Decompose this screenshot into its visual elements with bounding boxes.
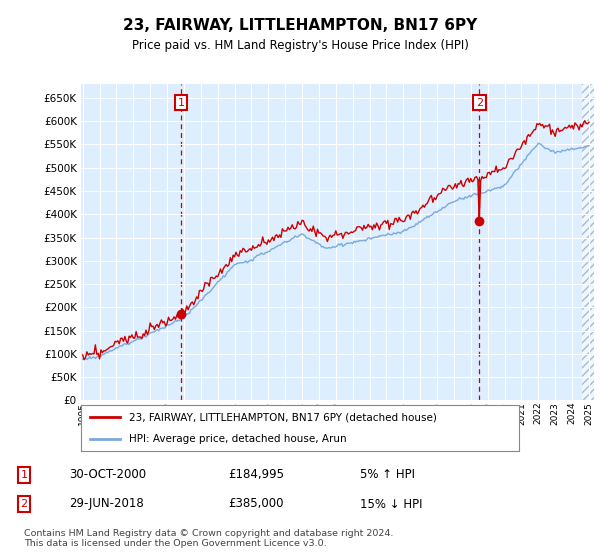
Text: 23, FAIRWAY, LITTLEHAMPTON, BN17 6PY (detached house): 23, FAIRWAY, LITTLEHAMPTON, BN17 6PY (de… [129,412,437,422]
Text: Contains HM Land Registry data © Crown copyright and database right 2024.
This d: Contains HM Land Registry data © Crown c… [24,529,394,548]
Text: Price paid vs. HM Land Registry's House Price Index (HPI): Price paid vs. HM Land Registry's House … [131,39,469,53]
Bar [582,84,594,400]
Bar [582,84,594,400]
Text: 23, FAIRWAY, LITTLEHAMPTON, BN17 6PY: 23, FAIRWAY, LITTLEHAMPTON, BN17 6PY [123,18,477,32]
Bar [582,84,594,400]
Text: 15% ↓ HPI: 15% ↓ HPI [360,497,422,511]
Text: 30-OCT-2000: 30-OCT-2000 [69,468,146,482]
Text: 1: 1 [20,470,28,480]
Text: 29-JUN-2018: 29-JUN-2018 [69,497,144,511]
Text: £184,995: £184,995 [228,468,284,482]
Text: £385,000: £385,000 [228,497,284,511]
Text: 2: 2 [476,97,483,108]
Text: HPI: Average price, detached house, Arun: HPI: Average price, detached house, Arun [129,435,347,444]
Text: 5% ↑ HPI: 5% ↑ HPI [360,468,415,482]
Text: 2: 2 [20,499,28,509]
Text: 1: 1 [178,97,185,108]
